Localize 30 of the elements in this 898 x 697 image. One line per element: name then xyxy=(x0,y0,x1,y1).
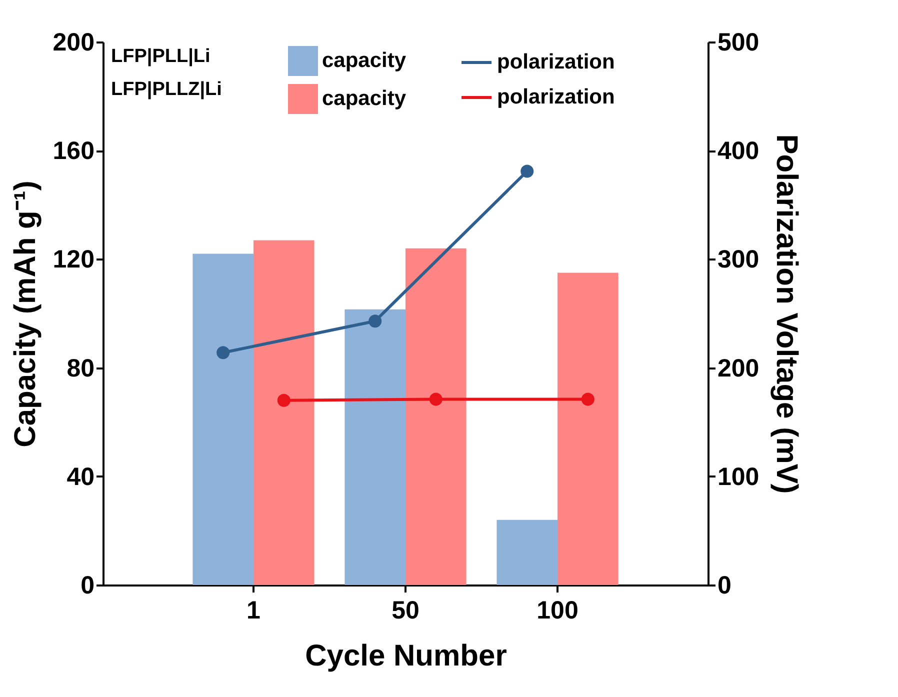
y2-tick-label: 200 xyxy=(718,354,760,382)
y-tick-label: 160 xyxy=(52,137,94,166)
y2-tick-label: 400 xyxy=(718,137,760,166)
legend-label: polarization xyxy=(497,86,615,108)
y-tick-label: 80 xyxy=(66,354,94,382)
x-axis-title: Cycle Number xyxy=(305,640,508,672)
y-tick-label: 200 xyxy=(52,28,94,56)
y-axis-title: Capacity (mAh g⁻¹) xyxy=(8,180,42,448)
bar xyxy=(558,272,618,585)
bar xyxy=(253,240,314,585)
y2-axis-title: Polarization Voltage (mV) xyxy=(770,134,804,494)
bar xyxy=(406,248,466,585)
annotation: LFP|PLL|Li xyxy=(111,46,210,67)
y-tick-label: 40 xyxy=(66,462,94,491)
y2-tick-label: 300 xyxy=(718,246,760,274)
y2-tick-label: 500 xyxy=(718,28,760,56)
x-tick-label: 50 xyxy=(392,596,420,624)
x-tick-label: 1 xyxy=(246,596,261,624)
legend-label: capacity xyxy=(322,87,406,110)
y-tick-label: 0 xyxy=(80,572,94,600)
bar xyxy=(496,520,558,585)
y2-tick-label: 0 xyxy=(718,572,732,600)
x-tick-label: 100 xyxy=(536,596,578,624)
bar xyxy=(344,309,406,585)
bar xyxy=(192,254,254,585)
legend-label: capacity xyxy=(322,49,406,72)
annotation: LFP|PLLZ|Li xyxy=(111,79,222,100)
y-tick-label: 120 xyxy=(52,246,94,274)
y2-tick-label: 100 xyxy=(718,462,760,491)
legend-label: polarization xyxy=(497,50,615,74)
